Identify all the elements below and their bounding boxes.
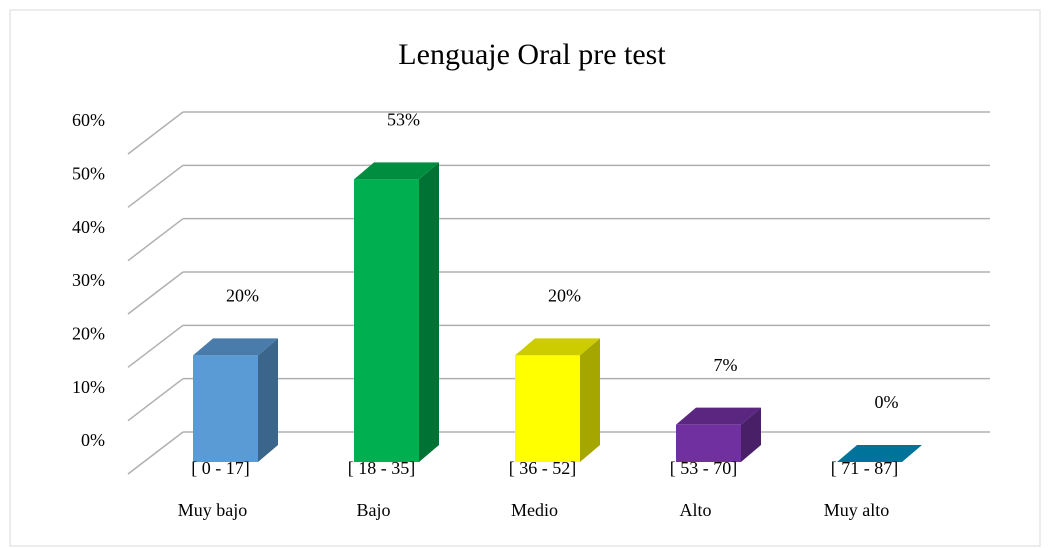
bar xyxy=(515,355,580,462)
range-label: [ 71 - 87] xyxy=(831,458,898,478)
value-label: 7% xyxy=(714,355,738,375)
value-label: 20% xyxy=(548,285,581,305)
y-tick-label: 10% xyxy=(72,377,105,397)
range-label: [ 18 - 35] xyxy=(348,458,415,478)
y-tick-label: 50% xyxy=(72,163,105,183)
y-tick-label: 20% xyxy=(72,323,105,343)
bar-top xyxy=(515,338,600,356)
y-tick-label: 40% xyxy=(72,217,105,237)
bar xyxy=(676,424,741,462)
grid-depth-line xyxy=(127,271,184,315)
bar-top xyxy=(354,162,439,180)
x-tick-label: Muy bajo xyxy=(178,500,248,520)
bar-top xyxy=(193,338,278,356)
grid-depth-line xyxy=(127,431,184,475)
bar-top xyxy=(837,445,922,462)
grid-depth-line xyxy=(127,218,184,262)
value-label: 0% xyxy=(875,392,899,412)
chart-title: Lenguaje Oral pre test xyxy=(398,38,666,71)
y-tick-label: 30% xyxy=(72,270,105,290)
bar xyxy=(193,355,258,462)
bar-side xyxy=(419,162,439,463)
range-label: [ 0 - 17] xyxy=(191,458,249,478)
value-label: 53% xyxy=(387,109,420,129)
grid-depth-line xyxy=(127,111,184,155)
bar-side xyxy=(741,407,761,462)
x-tick-label: Medio xyxy=(511,500,558,520)
grid-depth-line xyxy=(127,378,184,422)
bar-side xyxy=(580,338,600,462)
grid-depth-line xyxy=(127,164,184,208)
bar-top xyxy=(676,407,761,425)
range-label: [ 53 - 70] xyxy=(670,458,737,478)
value-label: 20% xyxy=(226,285,259,305)
bar xyxy=(354,179,419,463)
x-tick-label: Bajo xyxy=(357,500,391,520)
bar-side xyxy=(258,338,278,462)
x-tick-label: Alto xyxy=(679,500,711,520)
y-tick-label: 0% xyxy=(81,430,105,450)
grid-depth-line xyxy=(127,324,184,368)
x-tick-label: Muy alto xyxy=(824,500,890,520)
y-tick-label: 60% xyxy=(72,110,105,130)
range-label: [ 36 - 52] xyxy=(509,458,576,478)
